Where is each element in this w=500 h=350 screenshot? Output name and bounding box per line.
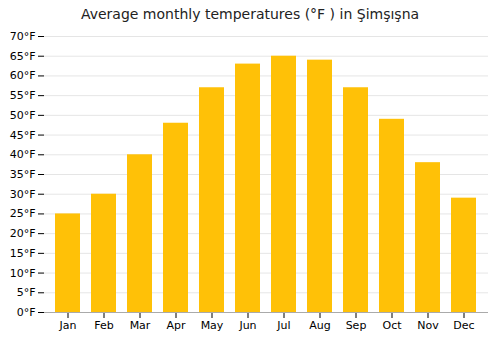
- svg-text:45°F: 45°F: [10, 129, 36, 142]
- svg-text:Nov: Nov: [417, 319, 439, 332]
- svg-text:Jan: Jan: [59, 319, 77, 332]
- svg-text:5°F: 5°F: [17, 286, 36, 299]
- svg-text:0°F: 0°F: [17, 306, 36, 319]
- svg-text:Apr: Apr: [166, 319, 186, 332]
- svg-text:Aug: Aug: [309, 319, 330, 332]
- svg-text:20°F: 20°F: [10, 227, 36, 240]
- svg-text:Feb: Feb: [94, 319, 113, 332]
- html-text:Average monthly temperatures (: Average monthly temperatures (°F ) in Şi…: [80, 6, 420, 22]
- svg-text:25°F: 25°F: [10, 207, 36, 220]
- svg-text:35°F: 35°F: [10, 168, 36, 181]
- svg-text:Jul: Jul: [276, 319, 290, 332]
- svg-text:30°F: 30°F: [10, 188, 36, 201]
- svg-text:70°F: 70°F: [10, 30, 36, 43]
- svg-text:10°F: 10°F: [10, 267, 36, 280]
- svg-text:55°F: 55°F: [10, 89, 36, 102]
- svg-text:15°F: 15°F: [10, 247, 36, 260]
- svg-text:Oct: Oct: [382, 319, 402, 332]
- svg-text:60°F: 60°F: [10, 69, 36, 82]
- svg-text:May: May: [201, 319, 224, 332]
- svg-text:50°F: 50°F: [10, 109, 36, 122]
- svg-text:Dec: Dec: [453, 319, 474, 332]
- svg-text:Mar: Mar: [130, 319, 151, 332]
- svg-text:40°F: 40°F: [10, 148, 36, 161]
- svg-text:Jun: Jun: [238, 319, 256, 332]
- svg-text:Sep: Sep: [346, 319, 367, 332]
- svg-text:65°F: 65°F: [10, 50, 36, 63]
